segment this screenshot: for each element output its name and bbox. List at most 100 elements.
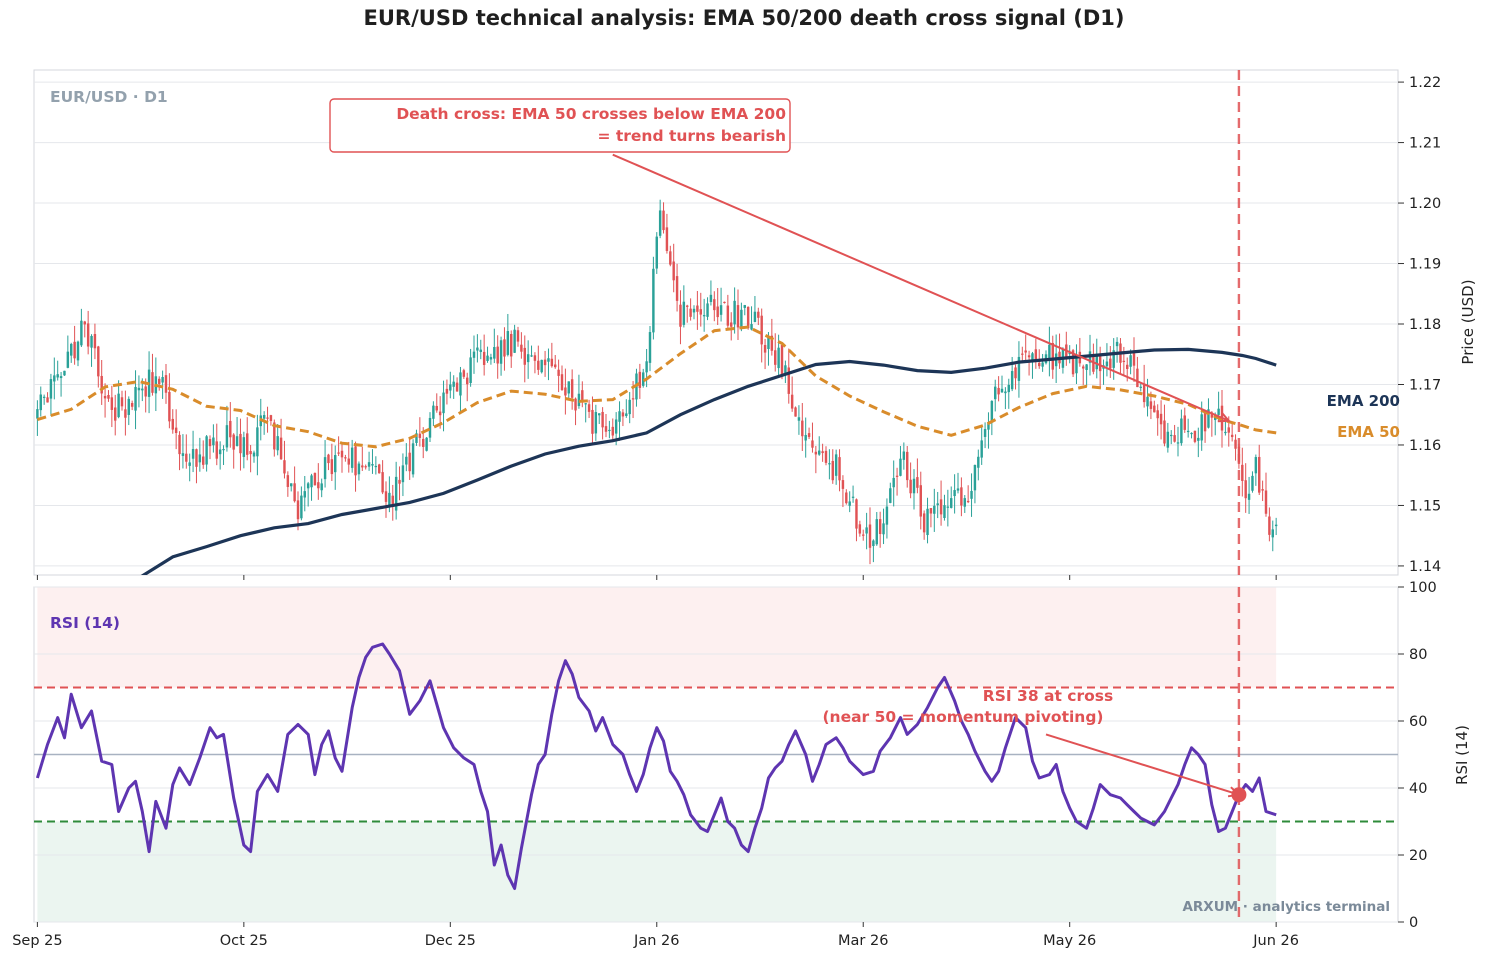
candle-body <box>350 447 354 468</box>
candle-body <box>828 463 831 465</box>
candle-body <box>459 372 462 396</box>
candle-body <box>70 343 73 356</box>
candle-body <box>1004 391 1007 394</box>
candle-body <box>692 308 696 313</box>
candle-body <box>344 457 347 459</box>
candle-body <box>557 369 560 376</box>
candle-body <box>1214 417 1217 421</box>
candle-body <box>807 433 811 437</box>
candle-body <box>919 485 922 517</box>
candle-body <box>381 472 384 493</box>
candle-body <box>1021 353 1024 355</box>
candle-body <box>1085 364 1088 370</box>
candle-body <box>862 534 865 536</box>
candle-body <box>537 360 540 370</box>
candle-body <box>246 433 249 455</box>
ema50-label: EMA 50 <box>1337 423 1400 441</box>
candle-body <box>723 301 726 304</box>
price-y-ticks: 1.14 1.15 1.16 1.17 1.18 1.19 1.20 1.21 1.22 <box>1398 75 1441 575</box>
candle-body <box>686 305 689 307</box>
candle-body <box>256 427 259 457</box>
candle-body <box>303 491 306 498</box>
candle-body <box>1159 413 1163 425</box>
candle-body <box>926 508 929 536</box>
candle-body <box>164 375 168 393</box>
candle-body <box>103 395 107 399</box>
candle-body <box>1251 475 1254 491</box>
candle-body <box>374 465 378 468</box>
candle-body <box>983 429 987 437</box>
candle-body <box>628 399 631 415</box>
candle-body <box>252 452 256 457</box>
candle-body <box>665 227 669 251</box>
candle-body <box>117 393 120 418</box>
candle-body <box>675 276 679 301</box>
price-y-tick-label: 1.15 <box>1409 498 1441 514</box>
candle-body <box>83 321 86 325</box>
candle-body <box>225 425 229 448</box>
candle-body <box>53 375 56 382</box>
candle-body <box>1156 410 1159 419</box>
candle-body <box>357 463 361 475</box>
x-tick-label: Sep 25 <box>12 933 62 949</box>
price-y-tick-label: 1.14 <box>1409 559 1441 575</box>
candle-body <box>1176 442 1180 444</box>
candle-body <box>283 460 286 474</box>
candle-body <box>699 309 702 315</box>
candle-body <box>868 524 872 548</box>
rsi-y-axis-title: RSI (14) <box>1453 725 1471 785</box>
candle-body <box>482 351 486 365</box>
candle-body <box>1031 353 1034 361</box>
candle-body <box>1024 350 1027 353</box>
candle-body <box>266 417 269 419</box>
candle-body <box>1115 341 1119 347</box>
candle-body <box>462 370 466 377</box>
candle-body <box>1254 457 1258 474</box>
candle-body <box>181 453 185 456</box>
candle-body <box>388 492 391 507</box>
candle-body <box>936 503 939 506</box>
candle-body <box>1241 464 1244 481</box>
candle-body <box>1197 437 1200 441</box>
candle-body <box>411 443 415 475</box>
candle-body <box>591 409 594 434</box>
candle-body <box>1010 371 1014 390</box>
candle-body <box>310 475 313 488</box>
candle-body <box>493 347 496 359</box>
candle-body <box>554 364 557 368</box>
candle-body <box>188 462 191 466</box>
candle-body <box>878 519 882 535</box>
candle-body <box>574 398 577 411</box>
candle-body <box>151 372 154 393</box>
candle-body <box>848 501 851 506</box>
candle-body <box>354 446 357 476</box>
price-panel-frame <box>33 69 1399 576</box>
candle-body <box>191 449 195 459</box>
candle-body <box>990 400 994 423</box>
candle-body <box>195 449 198 467</box>
candle-body <box>107 395 110 399</box>
candle-body <box>784 365 787 374</box>
candle-body <box>435 405 438 411</box>
candle-body <box>432 405 435 419</box>
candle-body <box>1132 353 1136 366</box>
candle-body <box>249 451 252 455</box>
candle-body <box>171 418 174 430</box>
rsi-y-tick-label: 100 <box>1409 580 1437 596</box>
ema200-line <box>140 347 1277 575</box>
oversold-zone <box>37 821 1277 922</box>
x-tick-label: Dec 25 <box>425 933 476 949</box>
candle-body <box>895 475 899 477</box>
candle-body <box>1041 362 1044 367</box>
rsi-x-ticks <box>36 922 1277 927</box>
candle-body <box>1126 364 1129 369</box>
candle-body <box>916 477 919 488</box>
candle-body <box>520 344 523 352</box>
candle-body <box>939 499 943 515</box>
candle-body <box>1224 431 1227 434</box>
rsi-y-tick-label: 0 <box>1409 915 1418 931</box>
candle-body <box>1264 490 1268 514</box>
candle-body <box>1217 408 1220 415</box>
candle-body <box>235 436 239 446</box>
